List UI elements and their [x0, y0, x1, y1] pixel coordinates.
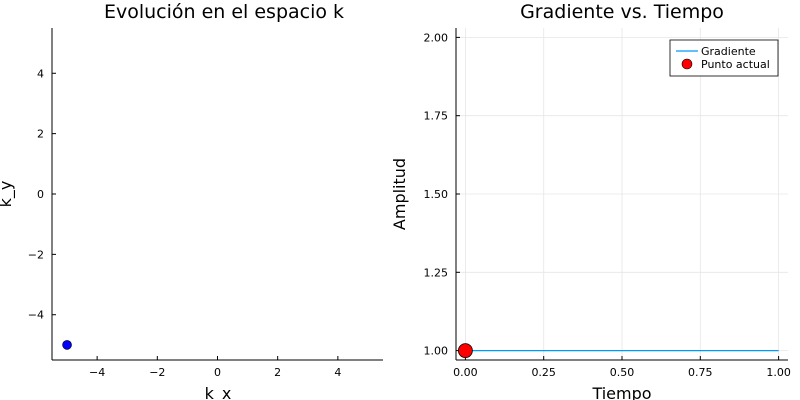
kspace-x-ticks: −4 −2 0 2 4	[89, 356, 341, 379]
gradient-y-tick-label: 1.25	[424, 266, 449, 279]
legend-label-punto-actual: Punto actual	[701, 58, 770, 71]
kspace-x-tick-label: −2	[149, 366, 165, 379]
gradient-series	[457, 343, 779, 359]
kspace-x-tick-label: 0	[214, 366, 221, 379]
kspace-x-tick-label: 4	[334, 366, 341, 379]
legend-marker-swatch	[681, 58, 693, 70]
gradient-x-tick-label: 0.00	[453, 366, 478, 379]
gradient-x-ticks: 0.00 0.25 0.50 0.75 1.00	[453, 356, 791, 379]
gradient-x-tick-label: 0.75	[688, 366, 713, 379]
kspace-xlabel: k_x	[205, 384, 232, 400]
legend-label-gradiente: Gradiente	[701, 45, 756, 58]
gradient-x-tick-label: 0.50	[610, 366, 635, 379]
kspace-ylabel: k_y	[0, 181, 16, 208]
gradient-plot: Gradiente vs. Tiempo 0.00 0.25 0.50 0.75 1.0…	[390, 1, 791, 400]
gradient-y-ticks: 1.00 1.25 1.50 1.75 2.00	[424, 31, 460, 358]
kspace-y-tick-label: 4	[37, 67, 44, 80]
kspace-y-ticks: −4 −2 0 2 4	[28, 67, 56, 322]
gradient-y-tick-label: 1.50	[424, 188, 449, 201]
kspace-plot: Evolución en el espacio k −4 −2 0 2 4 −4 −2 0 2…	[0, 1, 383, 400]
current-point-marker	[457, 343, 473, 359]
kspace-point	[62, 340, 72, 350]
gradient-xlabel: Tiempo	[591, 384, 651, 400]
kspace-y-tick-label: −2	[28, 248, 44, 261]
kspace-y-tick-label: 0	[37, 188, 44, 201]
gradient-y-tick-label: 1.75	[424, 110, 449, 123]
gradient-y-tick-label: 2.00	[424, 31, 449, 44]
gradient-y-tick-label: 1.00	[424, 345, 449, 358]
gradient-x-tick-label: 1.00	[766, 366, 791, 379]
gradient-ylabel: Amplitud	[390, 158, 409, 230]
gradient-x-tick-label: 0.25	[531, 366, 556, 379]
legend-box	[669, 39, 779, 77]
kspace-points	[62, 340, 72, 350]
kspace-x-tick-label: −4	[89, 366, 105, 379]
kspace-x-tick-label: 2	[274, 366, 281, 379]
kspace-title: Evolución en el espacio k	[104, 1, 344, 23]
kspace-y-tick-label: 2	[37, 128, 44, 141]
kspace-y-tick-label: −4	[28, 309, 44, 322]
gradient-legend: Gradiente Punto actual	[669, 39, 779, 77]
gradient-title: Gradiente vs. Tiempo	[520, 1, 724, 23]
gradient-grid	[456, 28, 788, 360]
